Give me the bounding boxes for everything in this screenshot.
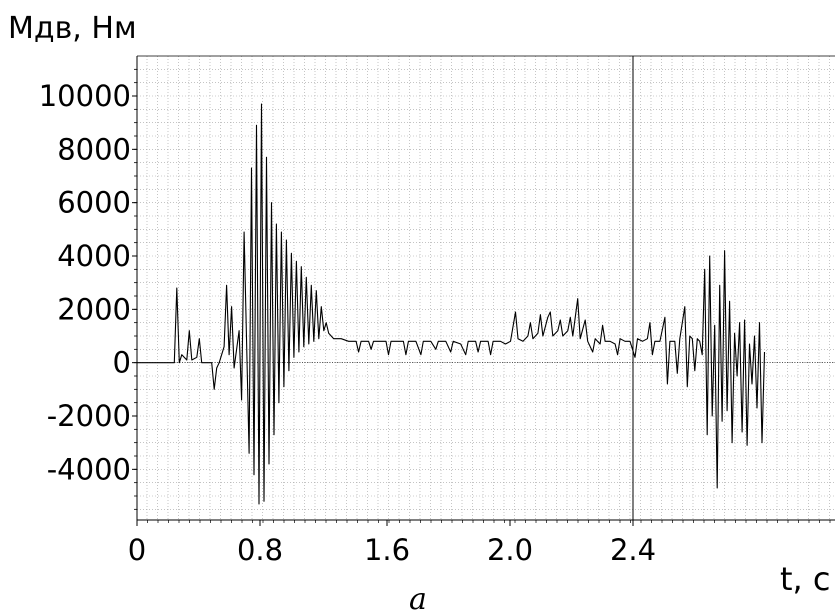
y-tick-label: 0 [113, 346, 131, 380]
series-layer [137, 103, 766, 505]
x-tick-label: 0.8 [237, 533, 283, 567]
grid [137, 56, 835, 520]
y-tick-label: 4000 [57, 239, 131, 273]
y-tick-label: 8000 [57, 132, 131, 166]
x-axis-label: t, c [780, 560, 830, 598]
y-tick-label: -4000 [47, 452, 131, 486]
y-tick-label: 10000 [39, 79, 131, 113]
x-tick-label: 2.0 [487, 533, 533, 567]
y-axis-label: Мдв, Нм [8, 11, 137, 46]
y-tick-label: -2000 [47, 399, 131, 433]
y-tick-label: 6000 [57, 186, 131, 220]
labels: Мдв, Нм t, c a 10000 8000 6000 4000 2000 0 -20… [8, 11, 830, 612]
x-tick-label: 1.6 [364, 533, 410, 567]
axes [132, 55, 835, 526]
series-line-1 [137, 103, 766, 505]
y-tick-label: 2000 [57, 292, 131, 326]
figure-caption: a [409, 582, 427, 612]
x-tick-label: 2.4 [610, 533, 656, 567]
x-tick-label: 0 [128, 533, 146, 567]
